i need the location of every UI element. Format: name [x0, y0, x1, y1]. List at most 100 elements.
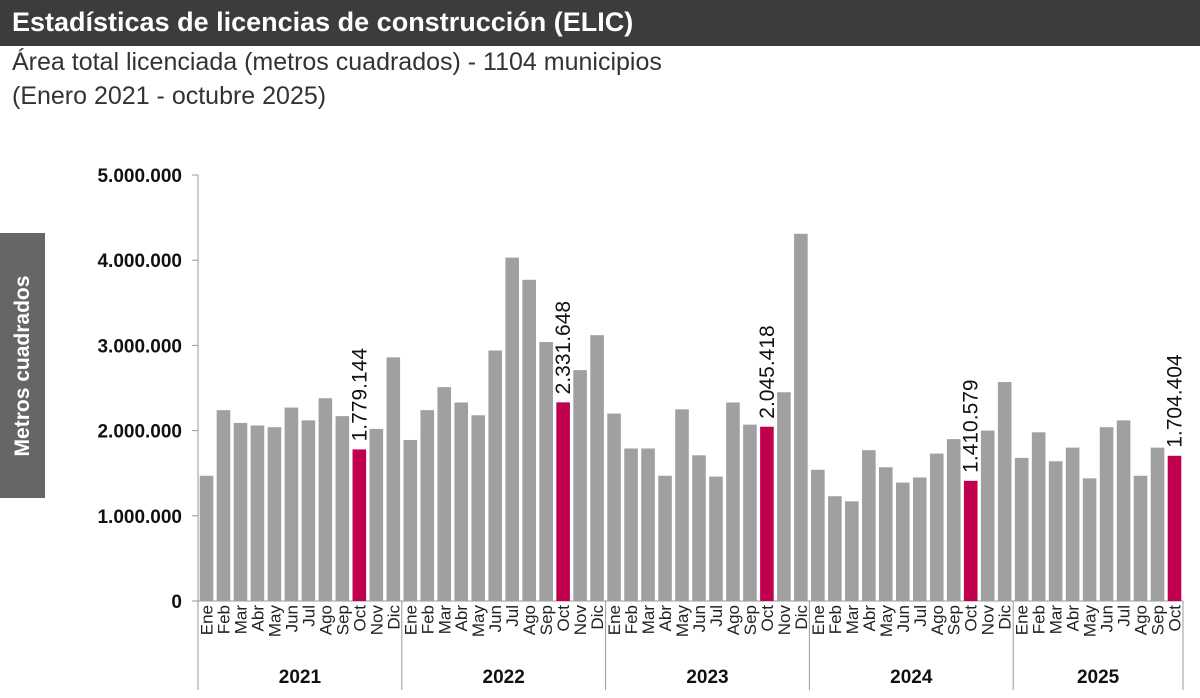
bar [522, 279, 536, 601]
bar [1031, 432, 1046, 601]
bar [845, 501, 859, 601]
bar [267, 427, 282, 601]
x-tick-label: Nov [367, 605, 386, 636]
bar [895, 482, 910, 601]
x-tick-label: Oct [962, 605, 981, 632]
x-tick-label: May [1081, 605, 1100, 638]
x-tick-label: Feb [826, 605, 845, 634]
bar [879, 467, 893, 601]
bar [505, 257, 519, 601]
bar [692, 455, 706, 601]
x-tick-label: May [265, 605, 284, 638]
x-tick-label: Feb [418, 605, 437, 634]
group-label: 2024 [890, 667, 933, 688]
x-tick-label: Sep [333, 605, 352, 635]
x-tick-label: Nov [979, 605, 998, 636]
subtitle: (Enero 2021 - octubre 2025) [12, 82, 327, 110]
bar [675, 409, 689, 601]
group-label: 2023 [686, 667, 728, 688]
bar [250, 425, 265, 601]
bar [420, 410, 435, 601]
x-tick-label: Jun [1098, 605, 1117, 632]
x-tick-label: Jul [299, 605, 318, 627]
x-tick-label: Ago [316, 605, 335, 635]
bar [386, 357, 401, 601]
value-label: 1.779.144 [348, 348, 371, 442]
x-tick-label: Dic [792, 605, 811, 630]
x-tick-label: Ago [928, 605, 947, 635]
x-tick-label: Jun [282, 605, 301, 632]
group-label: 2021 [279, 667, 322, 688]
bar [454, 402, 469, 601]
value-label: 1.410.579 [960, 379, 983, 472]
y-label-box [0, 233, 45, 498]
bar [980, 430, 995, 601]
bar [743, 424, 757, 601]
bar [403, 439, 418, 601]
x-tick-label: Jul [707, 605, 726, 627]
bar [556, 402, 570, 601]
x-tick-label: May [469, 605, 488, 638]
x-tick-label: Jul [1115, 605, 1134, 627]
bar [1133, 475, 1148, 601]
bar [471, 415, 486, 601]
x-tick-label: Ago [1132, 605, 1151, 635]
x-tick-label: Mar [231, 605, 250, 635]
x-tick-label: Feb [214, 605, 233, 634]
x-tick-label: Dic [588, 605, 607, 630]
subtitle: Área total licenciada (metros cuadrados)… [12, 48, 662, 76]
y-tick-label: 2.000.000 [97, 422, 182, 443]
bar [912, 477, 927, 601]
y-axis-label: Metros cuadrados [11, 276, 34, 457]
bar [607, 413, 621, 601]
x-tick-label: Sep [537, 605, 556, 635]
bar [1065, 447, 1080, 601]
x-tick-label: Abr [1064, 605, 1083, 632]
y-tick-label: 0 [171, 592, 182, 613]
bar [726, 402, 740, 601]
value-label: 1.704.404 [1164, 354, 1187, 448]
bar [946, 439, 961, 601]
x-tick-label: Mar [639, 605, 658, 635]
bar [369, 428, 384, 601]
value-label: 2.045.418 [756, 325, 779, 418]
y-tick-label: 5.000.000 [97, 166, 182, 187]
bar [301, 420, 316, 601]
x-tick-label: Ago [520, 605, 539, 635]
bar [488, 350, 502, 601]
bar [1014, 457, 1029, 601]
x-tick-label: Ene [401, 605, 420, 635]
x-tick-label: Jun [894, 605, 913, 632]
x-tick-label: Dic [384, 605, 403, 630]
bar [963, 480, 978, 601]
x-tick-label: Jun [690, 605, 709, 632]
bar [658, 475, 672, 601]
bar [862, 450, 876, 601]
group-label: 2022 [483, 667, 525, 688]
x-tick-label: Oct [1166, 605, 1185, 632]
bar [539, 341, 553, 601]
y-tick-label: 4.000.000 [97, 251, 182, 272]
x-tick-label: May [877, 605, 896, 638]
x-tick-label: Nov [775, 605, 794, 636]
bar [929, 453, 944, 601]
x-tick-label: Sep [945, 605, 964, 635]
x-tick-label: Dic [996, 605, 1015, 630]
x-tick-label: Jun [486, 605, 505, 632]
bar [1150, 447, 1165, 601]
x-tick-label: Abr [860, 605, 879, 632]
bar [352, 449, 367, 601]
x-tick-label: Oct [758, 605, 777, 632]
value-label: 2.331.648 [552, 301, 575, 394]
x-tick-label: Ene [605, 605, 624, 635]
title: Estadísticas de licencias de construcció… [0, 0, 1200, 46]
x-tick-label: Ene [1013, 605, 1032, 635]
bar [760, 426, 774, 601]
bar [1099, 427, 1114, 601]
group-label: 2025 [1077, 667, 1120, 688]
bar [199, 475, 214, 601]
x-tick-label: Ene [809, 605, 828, 635]
bar [641, 448, 655, 601]
bar [624, 448, 638, 601]
